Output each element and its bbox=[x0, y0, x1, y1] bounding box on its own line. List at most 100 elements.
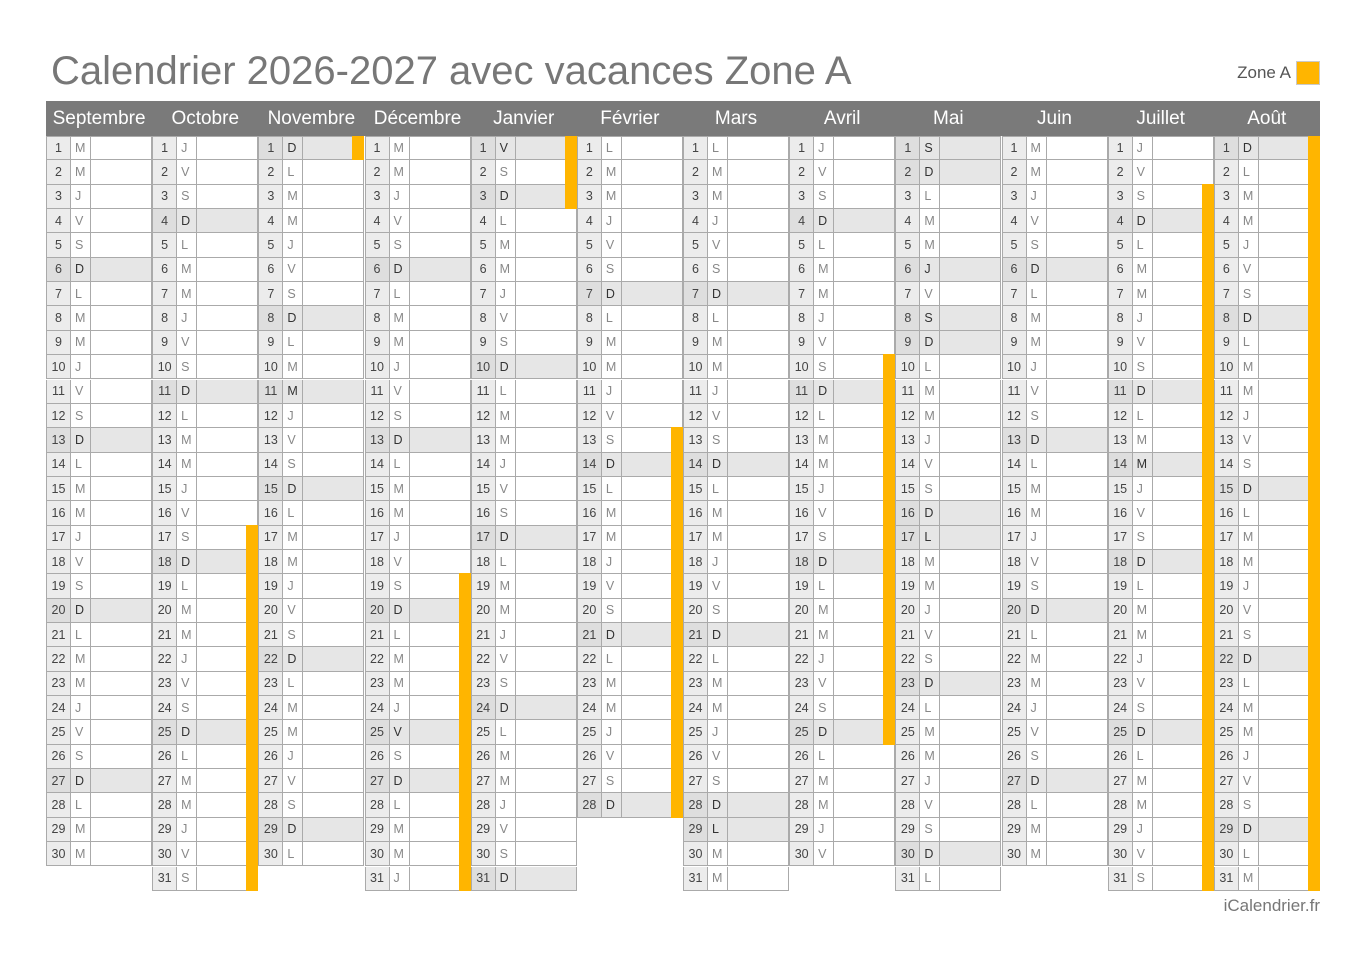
day-row[interactable]: 13 D bbox=[46, 428, 153, 453]
day-row[interactable]: 12 M bbox=[895, 403, 1002, 429]
day-row[interactable]: 23 V bbox=[152, 670, 259, 697]
day-row[interactable]: 16 M bbox=[683, 501, 790, 526]
day-row[interactable]: 13 V bbox=[258, 428, 365, 453]
day-row[interactable]: 15 S bbox=[895, 476, 1002, 502]
day-row[interactable]: 28 S bbox=[1213, 792, 1320, 818]
day-row[interactable]: 21 M bbox=[152, 622, 259, 648]
day-row[interactable]: 13 M bbox=[470, 428, 577, 453]
day-row[interactable]: 12 L bbox=[1107, 402, 1214, 429]
day-row[interactable]: 10 M bbox=[576, 355, 683, 380]
day-row[interactable]: 30 V bbox=[789, 842, 896, 867]
day-row[interactable]: 31 S bbox=[152, 865, 259, 891]
day-row[interactable]: 27 V bbox=[258, 769, 365, 794]
day-row[interactable]: 24 S bbox=[152, 695, 259, 721]
day-row[interactable]: 12 S bbox=[364, 403, 471, 429]
day-row[interactable]: 19 J bbox=[258, 574, 365, 599]
day-row[interactable]: 21 J bbox=[470, 623, 577, 648]
day-row[interactable]: 14 M bbox=[1107, 451, 1214, 477]
day-row[interactable]: 15 M bbox=[1001, 476, 1108, 502]
day-row[interactable]: 13 V bbox=[1213, 427, 1320, 453]
day-row[interactable]: 25 D bbox=[1107, 719, 1214, 745]
day-row[interactable]: 15 V bbox=[470, 476, 577, 502]
day-row[interactable]: 11 V bbox=[46, 379, 153, 404]
day-row[interactable]: 28 S bbox=[258, 793, 365, 818]
day-row[interactable]: 10 J bbox=[46, 355, 153, 380]
day-row[interactable]: 27 J bbox=[895, 769, 1002, 794]
day-row[interactable]: 29 M bbox=[46, 817, 153, 843]
day-row[interactable]: 27 M bbox=[789, 769, 896, 794]
day-row[interactable]: 26 L bbox=[789, 744, 896, 770]
day-row[interactable]: 11 D bbox=[1107, 378, 1214, 404]
day-row[interactable]: 21 M bbox=[1107, 622, 1214, 648]
day-row[interactable]: 24 M bbox=[683, 696, 790, 721]
day-row[interactable]: 16 M bbox=[1001, 501, 1108, 526]
day-row[interactable]: 12 J bbox=[1213, 402, 1320, 429]
day-row[interactable]: 15 M bbox=[46, 476, 153, 502]
day-row[interactable]: 12 V bbox=[683, 403, 790, 429]
day-row[interactable]: 25 J bbox=[683, 720, 790, 745]
day-row[interactable]: 13 S bbox=[683, 428, 790, 453]
day-row[interactable]: 26 S bbox=[364, 743, 471, 770]
day-row[interactable]: 24 M bbox=[258, 696, 365, 721]
day-row[interactable]: 13 D bbox=[1001, 428, 1108, 453]
day-row[interactable]: 16 V bbox=[789, 500, 896, 526]
day-row[interactable]: 17 S bbox=[789, 524, 896, 550]
day-row[interactable]: 29 J bbox=[1107, 816, 1214, 843]
day-row[interactable]: 16 V bbox=[1107, 500, 1214, 526]
day-row[interactable]: 18 M bbox=[258, 549, 365, 575]
day-row[interactable]: 28 L bbox=[1001, 793, 1108, 818]
day-row[interactable]: 18 L bbox=[470, 549, 577, 575]
day-row[interactable]: 14 L bbox=[1001, 452, 1108, 477]
day-row[interactable]: 30 M bbox=[1001, 842, 1108, 867]
day-row[interactable]: 15 L bbox=[683, 476, 790, 502]
day-row[interactable]: 14 M bbox=[789, 451, 896, 477]
day-row[interactable]: 13 M bbox=[1107, 427, 1214, 453]
day-row[interactable]: 28 D bbox=[683, 793, 790, 818]
day-row[interactable]: 24 L bbox=[895, 696, 1002, 721]
day-row[interactable]: 24 S bbox=[789, 695, 896, 721]
day-row[interactable]: 14 J bbox=[470, 452, 577, 477]
day-row[interactable]: 10 J bbox=[364, 355, 471, 380]
day-row[interactable]: 16 M bbox=[364, 501, 471, 526]
day-row[interactable]: 27 M bbox=[1107, 768, 1214, 794]
day-row[interactable]: 26 L bbox=[152, 743, 259, 770]
day-row[interactable]: 12 L bbox=[152, 403, 259, 429]
day-row[interactable]: 18 D bbox=[789, 548, 896, 575]
day-row[interactable]: 13 M bbox=[789, 427, 896, 453]
day-row[interactable]: 23 V bbox=[1107, 670, 1214, 697]
day-row[interactable]: 18 V bbox=[364, 549, 471, 575]
day-row[interactable]: 17 L bbox=[895, 525, 1002, 550]
day-row[interactable]: 11 M bbox=[258, 379, 365, 404]
